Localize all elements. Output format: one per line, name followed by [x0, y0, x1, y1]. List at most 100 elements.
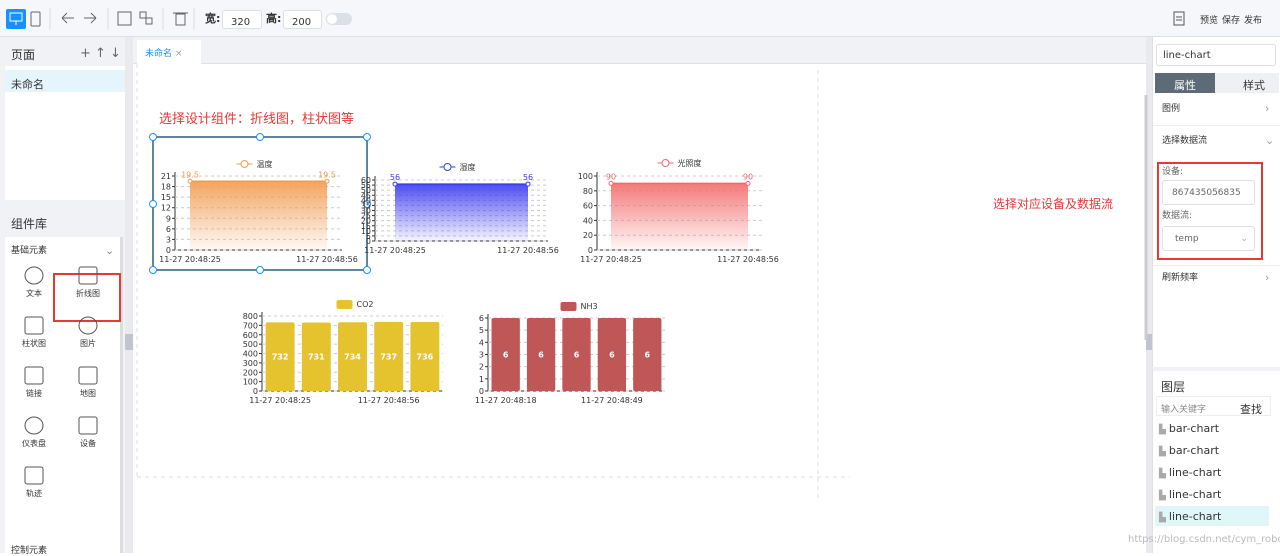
y-tick-label: 45: [361, 191, 371, 200]
layer-item[interactable]: ▙ bar-chart: [1155, 418, 1269, 438]
component-label[interactable]: 仪表盘: [22, 439, 46, 448]
y-tick-label: 800: [243, 312, 258, 321]
row-legend[interactable]: 图例: [1162, 104, 1181, 114]
x-tick-label: 11-27 20:48:49: [581, 396, 643, 405]
y-tick-label: 15: [361, 222, 371, 231]
value-label: 6: [574, 351, 580, 360]
action-button[interactable]: 保存: [1222, 16, 1241, 26]
legend-label: 温度: [257, 159, 273, 169]
pages-list: 未命名: [5, 66, 125, 200]
action-button[interactable]: 发布: [1244, 16, 1263, 26]
width-input[interactable]: 320: [222, 10, 262, 29]
x-tick-label: 11-27 20:48:56: [358, 396, 420, 405]
component-label[interactable]: 折线图: [76, 289, 100, 298]
left-splitter[interactable]: [125, 37, 133, 553]
y-tick-label: 20: [583, 231, 593, 240]
layer-icon: ▙: [1159, 447, 1166, 457]
y-tick-label: 10: [361, 227, 371, 236]
y-tick-label: 30: [361, 207, 371, 216]
layer-search-button[interactable]: 查找: [1240, 403, 1262, 416]
page-item[interactable]: 未命名: [5, 70, 125, 92]
layer-item[interactable]: ▙ bar-chart: [1155, 440, 1269, 460]
annotation: 选择对应设备及数据流: [993, 196, 1113, 211]
scrollbar: [120, 237, 123, 553]
y-tick-label: 21: [161, 172, 171, 181]
y-tick-label: 15: [161, 193, 171, 202]
y-tick-label: 5: [479, 326, 484, 335]
device-select[interactable]: 867435056835: [1162, 180, 1255, 205]
component-label[interactable]: 轨迹: [26, 489, 42, 498]
y-tick-label: 40: [583, 216, 593, 225]
area: [190, 181, 327, 250]
legend-label: CO2: [357, 300, 374, 309]
left-panel: 页面 + ↑ ↓ 未命名 组件库 基础元素 ⌄ 文本 折线图 柱状图 图片 链接 地图 仪表…: [0, 37, 125, 556]
value-label: 6: [645, 351, 651, 360]
layer-item[interactable]: ▙ line-chart: [1155, 484, 1269, 504]
legend-label: 湿度: [460, 162, 476, 172]
y-tick-label: 55: [361, 181, 371, 190]
value-label: 737: [380, 352, 397, 361]
layer-label: bar-chart: [1168, 422, 1220, 435]
component-label[interactable]: 链接: [26, 389, 42, 398]
right-splitter[interactable]: [1146, 37, 1152, 553]
height-input[interactable]: 200: [283, 10, 322, 29]
properties-panel: line-chart 属性 样式 图例 › 选择数据流 ⌄ 设备: 86743505…: [1152, 37, 1280, 367]
component-search[interactable]: line-chart: [1156, 44, 1276, 66]
value-label: 6: [538, 351, 544, 360]
action-button[interactable]: 预览: [1200, 16, 1219, 26]
layer-item[interactable]: ▙ line-chart: [1155, 506, 1269, 526]
x-tick-label: 11-27 20:48:56: [717, 255, 779, 264]
component-icon: [24, 266, 44, 285]
y-tick-label: 0: [479, 387, 484, 396]
device-label: 设备:: [1162, 167, 1184, 177]
layer-label: bar-chart: [1168, 444, 1220, 457]
x-tick-label: 11-27 20:48:25: [249, 396, 311, 405]
y-tick-label: 25: [361, 212, 371, 221]
y-tick-label: 60: [583, 202, 593, 211]
bar: [491, 318, 520, 391]
legend-swatch: [336, 300, 353, 309]
bar: [338, 322, 367, 391]
value-label: 736: [417, 353, 434, 362]
tab-active[interactable]: 属性: [1155, 73, 1215, 93]
pages-tools[interactable]: + ↑ ↓: [80, 46, 121, 61]
point: [745, 180, 751, 186]
toolbar: 宽: 320 高: 200 预览 保存 发布: [0, 0, 1280, 37]
height-value: 200: [292, 17, 312, 28]
component-label[interactable]: 地图: [80, 389, 96, 398]
y-tick-label: 0: [588, 246, 593, 255]
stream-select[interactable]: temp ⌄: [1162, 226, 1255, 251]
layer-search[interactable]: 输入关键字 查找: [1156, 396, 1271, 416]
bar: [526, 318, 556, 391]
y-tick-label: 60: [361, 176, 371, 185]
point: [392, 181, 398, 187]
y-tick-label: 500: [243, 340, 258, 349]
watermark: https://blog.csdn.net/cym_robot: [1128, 534, 1280, 545]
component-label[interactable]: 设备: [80, 439, 96, 448]
layer-label: line-chart: [1168, 488, 1222, 501]
value-label: 90: [606, 172, 616, 181]
component-label[interactable]: 柱状图: [22, 339, 46, 348]
pages-title: 页面: [11, 48, 36, 62]
bar: [374, 321, 404, 391]
y-tick-label: 5: [366, 232, 371, 241]
row-refresh[interactable]: 刷新频率: [1162, 273, 1199, 283]
tab[interactable]: 样式: [1215, 73, 1279, 93]
component-label[interactable]: 图片: [80, 339, 96, 348]
row-stream[interactable]: 选择数据流: [1162, 136, 1208, 146]
layer-item[interactable]: ▙ line-chart: [1155, 462, 1269, 482]
y-tick-label: 12: [161, 204, 171, 213]
legend-marker: [661, 159, 670, 167]
tab[interactable]: 未命名 ×: [137, 40, 201, 64]
component-label[interactable]: 文本: [26, 289, 42, 298]
component-icon: [24, 466, 44, 485]
width-value: 320: [231, 17, 251, 28]
layers-panel: 图层 输入关键字 查找 ▙ bar-chart ▙ bar-chart ▙ line-cha…: [1152, 367, 1280, 553]
layers-title: 图层: [1161, 380, 1186, 394]
component-icon: [78, 416, 98, 435]
chevron: ⌄: [105, 244, 115, 257]
y-tick-label: 300: [243, 359, 258, 368]
library-section: 基础元素: [11, 246, 48, 256]
